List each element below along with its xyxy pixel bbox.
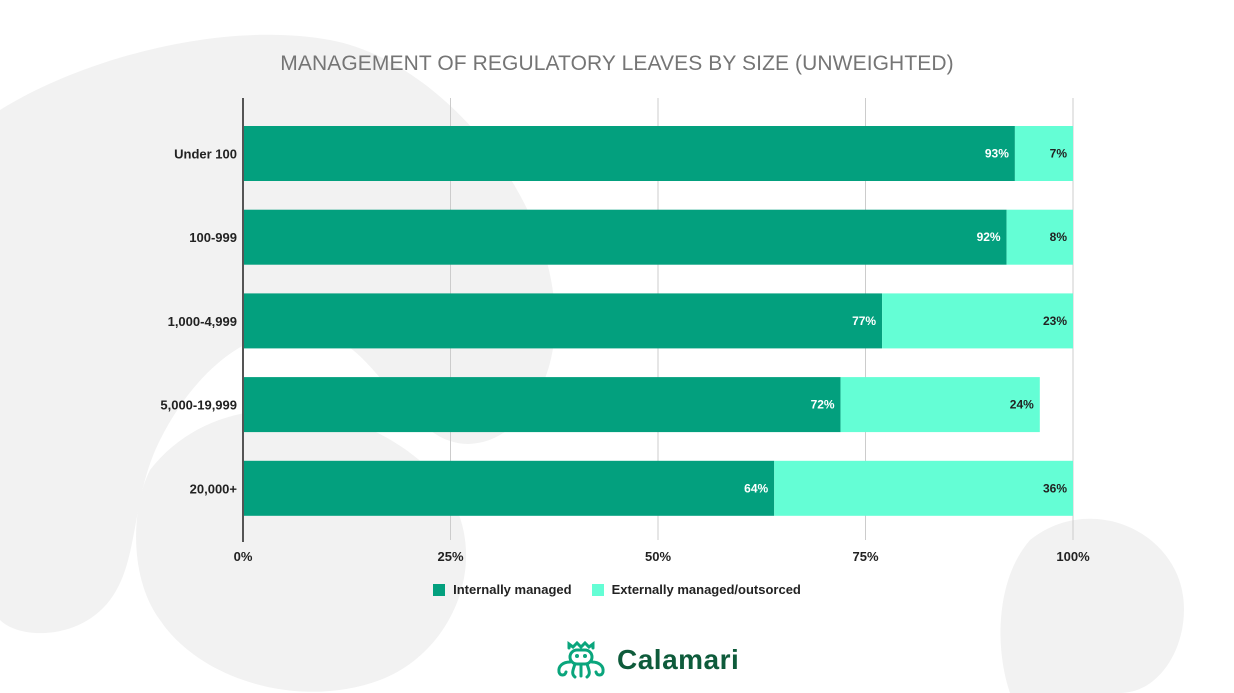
bar-segment [243,460,775,516]
tick-label: 100% [1056,549,1090,564]
category-label: 20,000+ [190,481,238,496]
legend-label-external: Externally managed/outsorced [611,582,801,597]
legend-swatch-external [591,583,604,596]
tick-label: 0% [234,549,253,564]
background-blob-left [0,34,556,634]
bar-value-label: 64% [744,481,768,495]
bar-segment [243,377,841,433]
legend-label-internal: Internally managed [453,582,572,597]
category-label: 1,000-4,999 [168,314,237,329]
bar-value-label: 24% [1010,398,1034,412]
bar-value-label: 93% [985,147,1009,161]
logo-text: Calamari [617,644,740,675]
bars [243,126,1073,516]
category-label: Under 100 [174,147,237,162]
bar-value-label: 92% [977,230,1001,244]
calamari-logo: Calamari [553,640,739,680]
bar-labels: 93% 7% 92% 8% 77% 23% 72% 24% 64% 36% [744,147,1067,496]
bar-value-label: 7% [1050,147,1068,161]
bar-value-label: 36% [1043,481,1067,495]
tick-label: 50% [645,549,671,564]
bar-value-label: 8% [1050,230,1068,244]
bar-segment [243,209,1007,265]
tick-label: 25% [437,549,463,564]
bar-segment [1006,209,1073,265]
octopus-icon [557,640,605,679]
category-labels: Under 100 100-999 1,000-4,999 5,000-19,999 2… [160,147,237,497]
bar-segment [243,126,1015,181]
bar-segment [243,293,883,349]
bar-value-label: 77% [852,314,876,328]
bar-segment [1014,126,1073,181]
bar-segment [840,377,1040,433]
chart-title: MANAGEMENT OF REGULATORY LEAVES BY SIZE … [280,52,954,75]
bar-value-label: 23% [1043,314,1067,328]
legend-swatch-internal [433,583,446,596]
category-label: 100-999 [189,230,237,245]
tick-label: 75% [852,549,878,564]
legend: Internally managed Externally managed/ou… [0,582,1234,597]
background-blob-right [1000,518,1184,693]
legend-item-external[interactable]: Externally managed/outsorced [591,582,801,597]
legend-item-internal[interactable]: Internally managed [433,582,572,597]
bar-segment [882,293,1073,349]
bar-segment [774,460,1073,516]
bar-value-label: 72% [811,398,835,412]
tick-labels: 0% 25% 50% 75% 100% [234,549,1090,564]
category-label: 5,000-19,999 [160,398,237,413]
